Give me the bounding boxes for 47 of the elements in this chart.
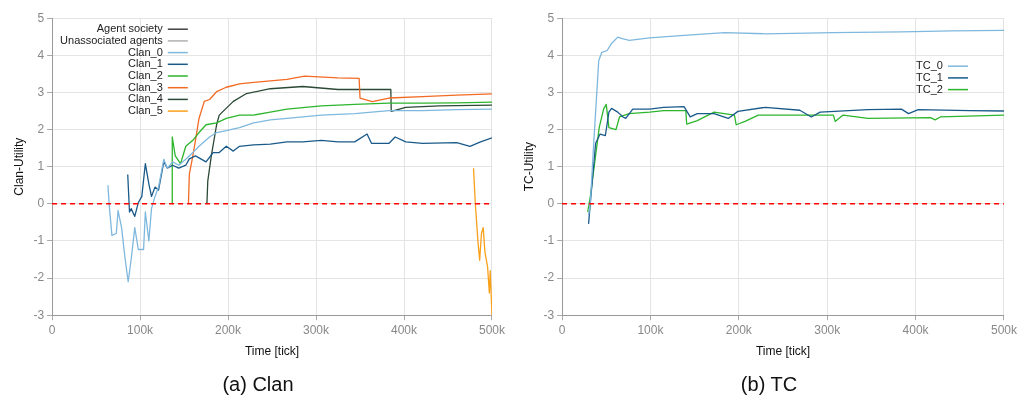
- x-tick-label: 100k: [127, 322, 155, 337]
- legend-label: Clan_3: [127, 80, 163, 93]
- y-axis-title: TC-Utility: [521, 142, 536, 192]
- y-tick-label: 1: [37, 159, 45, 174]
- x-tick-label: 400k: [390, 322, 419, 337]
- x-tick-label: 500k: [478, 322, 506, 337]
- legend-label: Clan_1: [127, 57, 163, 70]
- x-tick-label: 200k: [215, 322, 243, 337]
- y-tick-label: 2: [547, 121, 555, 136]
- text: (a) Clan: [222, 373, 294, 396]
- legend-label: Clan_0: [127, 45, 163, 58]
- text: (b) TC: [740, 373, 798, 396]
- x-axis-title: Time [tick]: [244, 344, 300, 359]
- legend-label: Clan_5: [127, 104, 163, 117]
- x-tick-label: 400k: [902, 322, 930, 337]
- y-tick-label: 5: [37, 10, 45, 25]
- y-tick-label: 1: [547, 159, 555, 174]
- legend-label: TC_1: [916, 70, 943, 83]
- legend-label: Clan_4: [127, 92, 163, 105]
- legend-label: Agent society: [96, 22, 164, 35]
- y-tick-label: -1: [33, 233, 45, 248]
- y-axis-title: Clan-Utility: [11, 137, 26, 196]
- y-tick-label: 4: [547, 47, 555, 62]
- y-tick-label: 0: [37, 196, 45, 211]
- legend-label: Unassociated agents: [60, 33, 164, 46]
- x-tick-label: 0: [48, 322, 56, 337]
- x-tick-label: 500k: [990, 322, 1018, 337]
- y-tick-label: -2: [543, 270, 555, 285]
- y-tick-label: 3: [547, 84, 555, 99]
- legend-label: Clan_2: [127, 69, 163, 82]
- y-tick-label: -3: [543, 307, 555, 322]
- x-axis-title: Time [tick]: [755, 344, 811, 359]
- legend-label: TC_0: [916, 59, 943, 72]
- x-tick-label: 200k: [725, 322, 753, 337]
- y-tick-label: 4: [37, 47, 45, 62]
- legend-label: TC_2: [916, 82, 943, 95]
- y-tick-label: 0: [547, 196, 555, 211]
- x-tick-label: 300k: [303, 322, 331, 337]
- x-tick-label: 300k: [814, 322, 842, 337]
- y-tick-label: 5: [547, 10, 555, 25]
- y-tick-label: 3: [37, 84, 45, 99]
- y-tick-label: -2: [33, 270, 45, 285]
- y-tick-label: 2: [37, 121, 45, 136]
- y-tick-label: -3: [33, 307, 45, 322]
- y-tick-label: -1: [543, 233, 555, 248]
- x-tick-label: 0: [558, 322, 566, 337]
- x-tick-label: 100k: [637, 322, 665, 337]
